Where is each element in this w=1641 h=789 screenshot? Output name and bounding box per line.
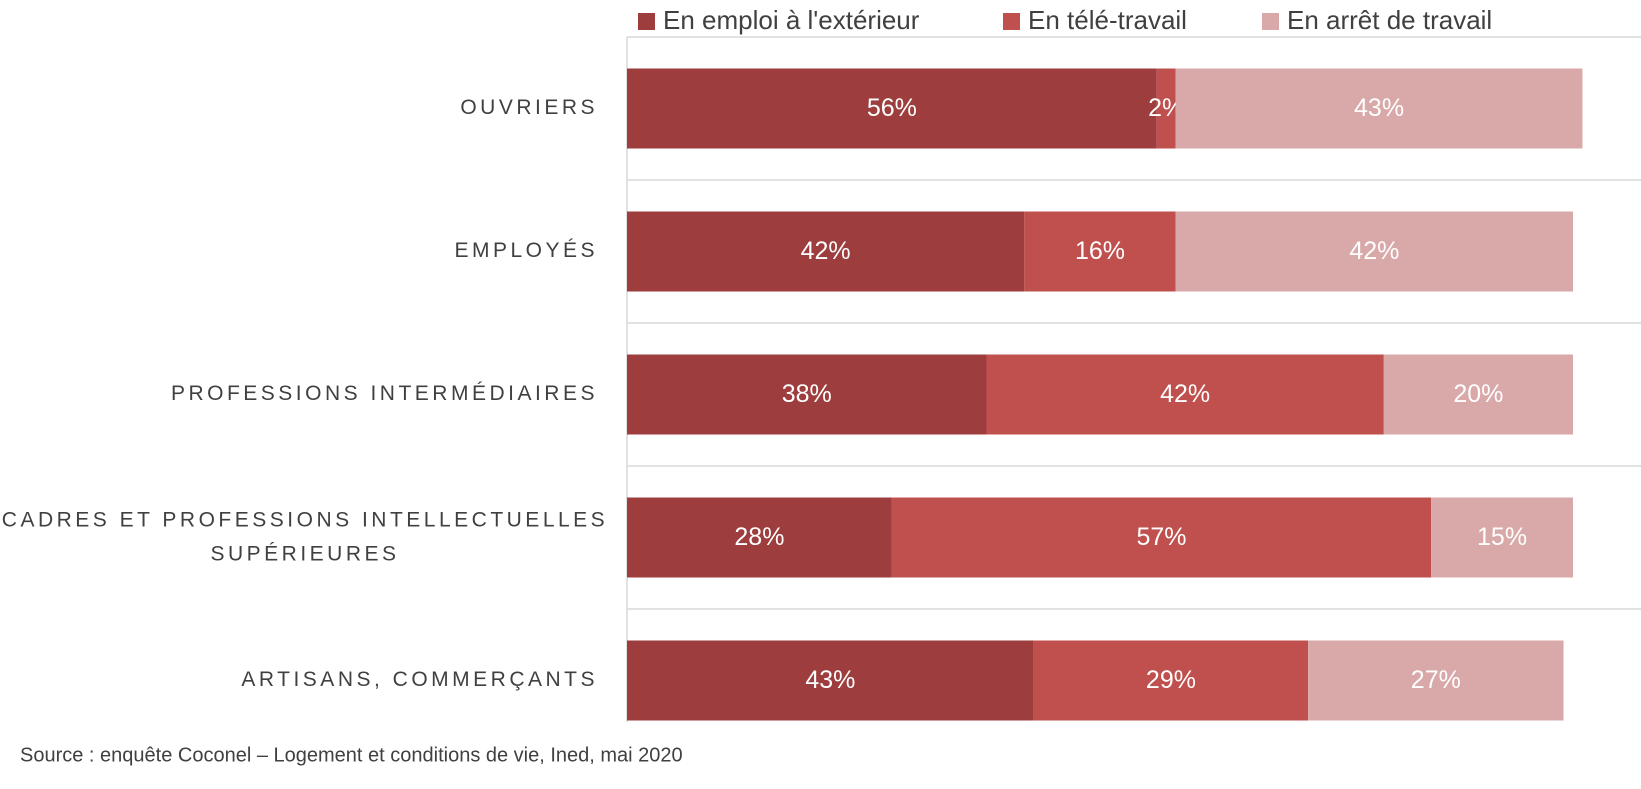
- value-label: 42%: [1349, 237, 1399, 265]
- value-label: 43%: [805, 666, 855, 694]
- value-label: 29%: [1146, 666, 1196, 694]
- bar-segment: [1175, 211, 1573, 292]
- value-label: 42%: [801, 237, 851, 265]
- bar-segment: [1308, 640, 1564, 721]
- value-label: 15%: [1477, 523, 1527, 551]
- source-note: Source : enquête Coconel – Logement et c…: [20, 744, 683, 766]
- category-label: PROFESSIONS INTERMÉDIAIRES: [171, 382, 598, 405]
- bar-segment: [1024, 211, 1176, 292]
- bar-segment: [627, 68, 1157, 149]
- bar-segment: [891, 497, 1432, 578]
- category-label: ARTISANS, COMMERÇANTS: [241, 668, 598, 691]
- value-label: 20%: [1453, 380, 1503, 408]
- value-label: 57%: [1136, 523, 1186, 551]
- bar-segment: [1383, 354, 1573, 435]
- legend-label: En emploi à l'extérieur: [663, 5, 920, 35]
- bar-segment: [1156, 68, 1176, 149]
- legend-swatch: [638, 13, 655, 30]
- category-label: EMPLOYÉS: [454, 239, 598, 262]
- value-label: 38%: [782, 380, 832, 408]
- bar-segment: [1431, 497, 1573, 578]
- value-label: 28%: [734, 523, 784, 551]
- value-label: 43%: [1354, 94, 1404, 122]
- bar-segment: [1175, 68, 1583, 149]
- bar-segment: [627, 211, 1025, 292]
- value-label: 42%: [1160, 380, 1210, 408]
- legend-swatch: [1003, 13, 1020, 30]
- bar-segment: [1033, 640, 1309, 721]
- category-label: CADRES ET PROFESSIONS INTELLECTUELLES SUP…: [2, 508, 608, 565]
- legend-label: En télé-travail: [1028, 5, 1187, 35]
- category-label: OUVRIERS: [460, 96, 598, 119]
- bar-segment: [986, 354, 1384, 435]
- bar-segment: [627, 497, 892, 578]
- value-label: 16%: [1075, 237, 1125, 265]
- legend-label: En arrêt de travail: [1287, 5, 1492, 35]
- bar-segment: [627, 640, 1034, 721]
- value-label: 56%: [867, 94, 917, 122]
- value-label: 27%: [1411, 666, 1461, 694]
- legend-swatch: [1262, 13, 1279, 30]
- bar-segment: [627, 354, 987, 435]
